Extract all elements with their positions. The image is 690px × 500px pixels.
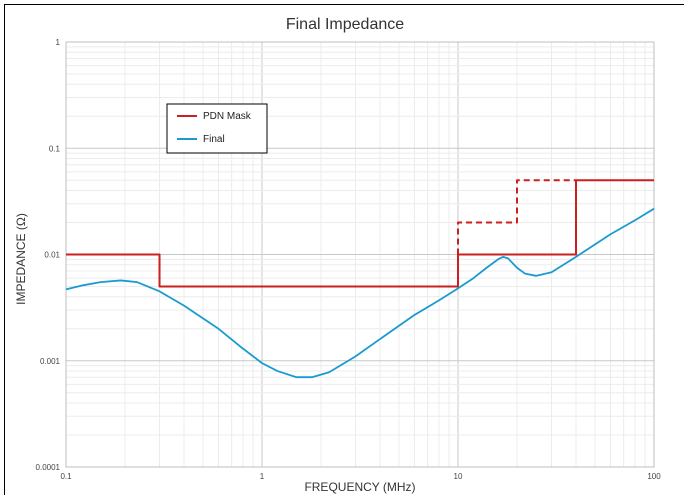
chart-frame: Final Impedance 0.1 1 10 100 1 0.1 0.01 0.001 0.… bbox=[4, 4, 685, 496]
x-tick-label: 1 bbox=[260, 472, 265, 481]
series-line-pdn-mask bbox=[66, 179, 654, 288]
legend-box bbox=[166, 103, 268, 154]
y-tick-label: 0.0001 bbox=[36, 463, 61, 472]
series-group bbox=[65, 179, 655, 379]
series-line-mask-dashed bbox=[457, 179, 576, 255]
x-tick-label: 0.1 bbox=[60, 472, 72, 481]
y-axis-label: IMPEDANCE (Ω) bbox=[14, 213, 28, 305]
series-line-final bbox=[65, 207, 655, 379]
x-tick-label: 100 bbox=[647, 472, 661, 481]
x-tick-label: 10 bbox=[454, 472, 463, 481]
y-tick-label: 0.001 bbox=[40, 357, 61, 366]
chart-background bbox=[5, 5, 685, 496]
tick-labels: 0.1 1 10 100 1 0.1 0.01 0.001 0.0001 bbox=[36, 38, 662, 481]
chart: Final Impedance 0.1 1 10 10010.10.010.0010.… bbox=[5, 5, 685, 496]
legend: PDN Mask Final bbox=[166, 103, 268, 154]
chart-title: Final Impedance bbox=[286, 16, 404, 33]
x-axis-label: FREQUENCY (MHz) bbox=[304, 480, 415, 494]
legend-label-pdn-mask: PDN Mask bbox=[203, 111, 252, 122]
y-tick-label: 1 bbox=[56, 38, 61, 47]
y-tick-label: 0.1 bbox=[49, 144, 61, 153]
y-tick-label: 0.01 bbox=[44, 251, 60, 260]
legend-label-final: Final bbox=[203, 134, 225, 145]
